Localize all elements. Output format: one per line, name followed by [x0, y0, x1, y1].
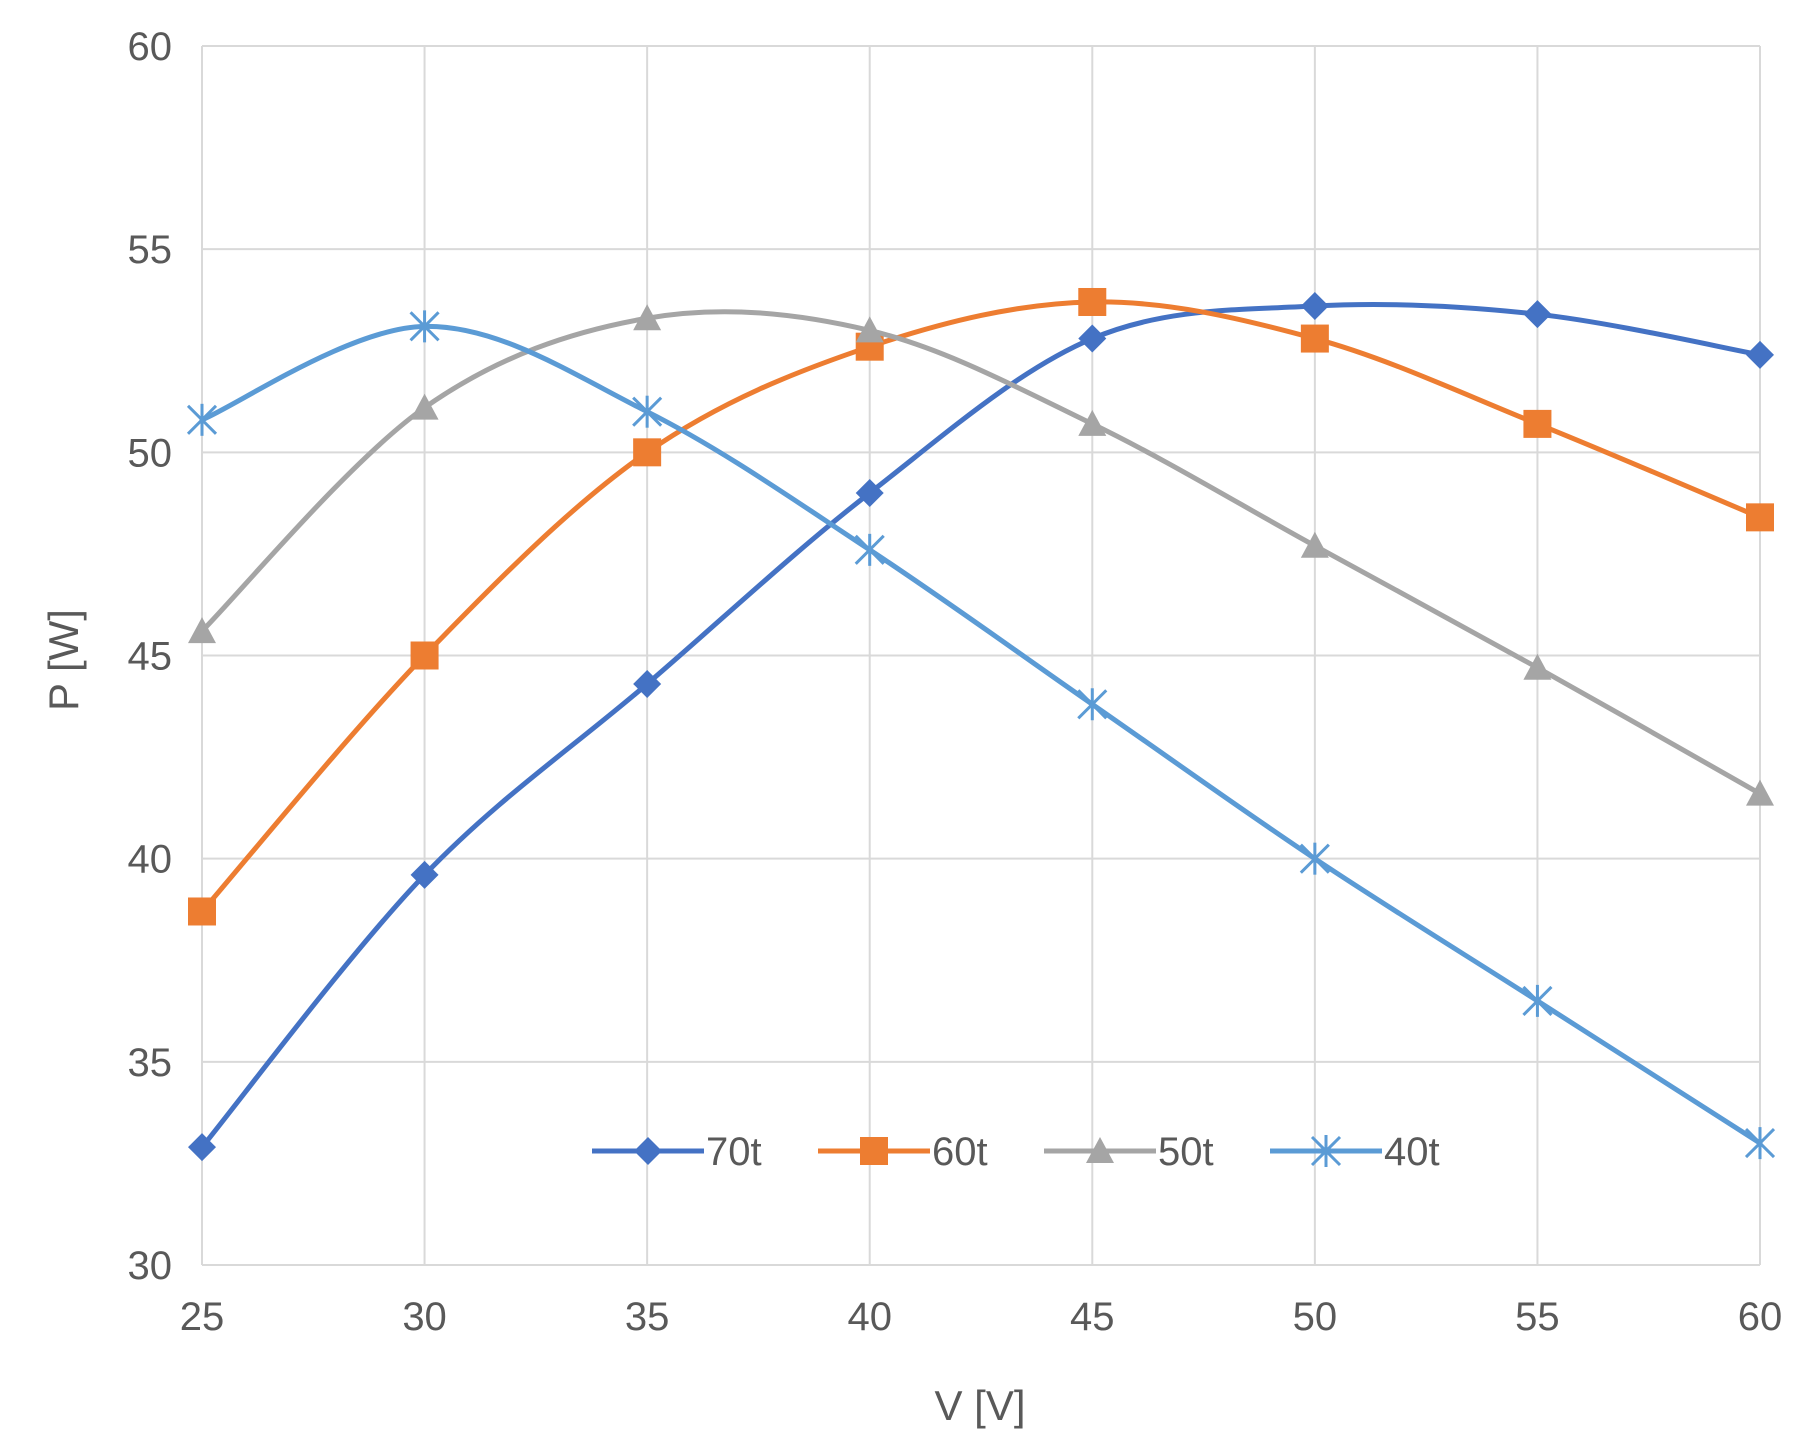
x-tick-label: 55	[1515, 1295, 1560, 1339]
y-tick-label: 50	[128, 431, 173, 475]
data-point-60t	[410, 641, 439, 670]
data-point-60t	[1078, 287, 1107, 316]
legend-marker	[1086, 1137, 1114, 1163]
legend: 70t 60t 50t 40t	[592, 1130, 1440, 1174]
legend-item-60t: 60t	[818, 1130, 988, 1174]
y-tick-label: 45	[128, 635, 173, 679]
data-point-40t	[1744, 1127, 1776, 1160]
legend-marker	[634, 1137, 662, 1165]
legend-label: 40t	[1384, 1130, 1440, 1174]
data-point-70t	[1746, 340, 1774, 369]
x-tick-label: 30	[402, 1295, 447, 1339]
data-point-40t	[1522, 984, 1553, 1017]
series-50t	[188, 304, 1774, 806]
data-point-50t	[633, 304, 662, 331]
data-point-50t	[855, 316, 884, 343]
data-point-70t	[188, 1133, 216, 1162]
y-axis-title: P [W]	[40, 609, 87, 711]
data-point-40t	[186, 403, 218, 436]
series-line-40t	[199, 323, 1763, 1146]
legend-label: 50t	[1158, 1130, 1214, 1174]
y-tick-label: 55	[128, 228, 173, 272]
x-axis-title: V [V]	[934, 1382, 1025, 1429]
data-point-60t	[1746, 503, 1774, 532]
data-point-40t	[1299, 842, 1330, 875]
y-axis-ticks: 30 35 40 45 50 55 60	[128, 25, 173, 1288]
data-point-40t	[632, 395, 663, 428]
data-point-50t	[188, 617, 216, 644]
legend-item-50t: 50t	[1044, 1130, 1214, 1174]
y-tick-label: 35	[128, 1041, 173, 1085]
legend-item-70t: 70t	[592, 1130, 762, 1174]
data-point-70t	[1078, 324, 1107, 353]
legend-marker	[860, 1137, 888, 1165]
legend-marker	[1310, 1135, 1342, 1167]
series	[186, 287, 1776, 1162]
data-point-60t	[1300, 324, 1329, 353]
series-70t	[188, 292, 1774, 1162]
data-point-70t	[1300, 292, 1329, 321]
series-60t	[188, 287, 1774, 926]
series-line-60t	[199, 299, 1763, 914]
legend-item-40t: 40t	[1270, 1130, 1440, 1174]
y-tick-label: 30	[128, 1244, 173, 1288]
data-point-70t	[633, 669, 662, 698]
data-point-70t	[1523, 300, 1552, 329]
data-point-40t	[854, 533, 885, 566]
legend-label: 70t	[706, 1130, 762, 1174]
series-line-50t	[199, 309, 1763, 797]
x-tick-label: 45	[1070, 1295, 1115, 1339]
data-point-70t	[855, 478, 884, 507]
data-point-60t	[633, 438, 662, 467]
data-point-60t	[188, 897, 216, 926]
series-40t	[186, 310, 1776, 1160]
data-point-40t	[409, 310, 440, 343]
data-point-50t	[1300, 531, 1329, 558]
y-tick-label: 60	[128, 25, 173, 69]
y-tick-label: 40	[128, 838, 173, 882]
x-tick-label: 50	[1293, 1295, 1338, 1339]
data-point-70t	[410, 860, 439, 889]
data-point-50t	[1078, 409, 1107, 436]
data-point-50t	[410, 393, 439, 420]
legend-label: 60t	[932, 1130, 988, 1174]
data-point-50t	[1523, 653, 1552, 680]
x-tick-label: 60	[1738, 1295, 1783, 1339]
x-axis-ticks: 25 30 35 40 45 50 55 60	[180, 1295, 1783, 1339]
x-tick-label: 40	[847, 1295, 892, 1339]
data-point-40t	[1077, 688, 1108, 721]
x-tick-label: 35	[625, 1295, 670, 1339]
x-tick-label: 25	[180, 1295, 225, 1339]
data-point-50t	[1746, 779, 1774, 806]
data-point-60t	[1523, 409, 1552, 438]
